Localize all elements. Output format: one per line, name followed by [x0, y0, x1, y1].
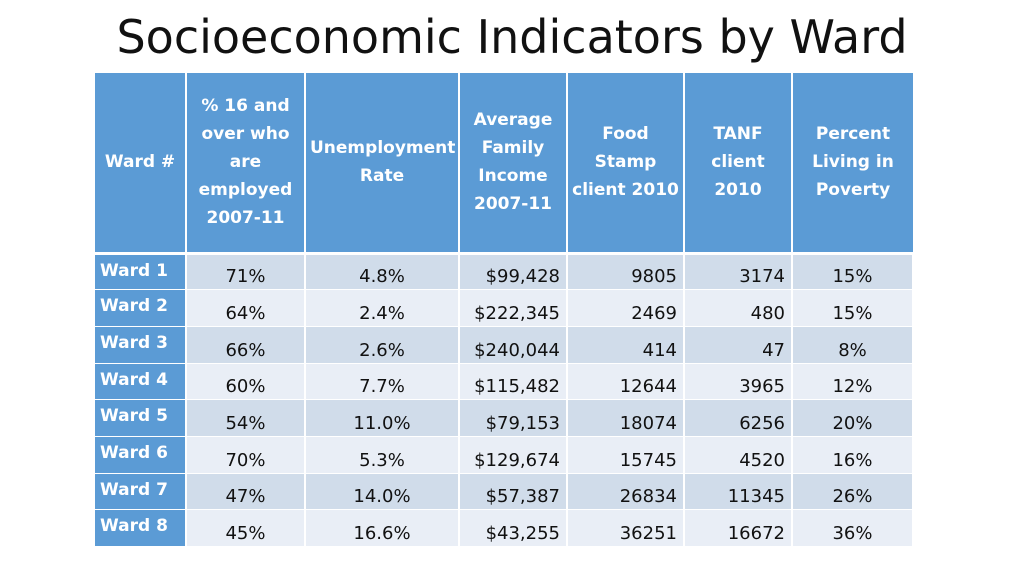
income-cell: $79,153: [459, 399, 568, 437]
employed-cell: 70%: [186, 436, 306, 474]
food-stamp-cell: 414: [567, 326, 685, 364]
ward-label: Ward 3: [95, 326, 187, 364]
poverty-cell: 20%: [792, 399, 914, 437]
table-row: Ward 7 47% 14.0% $57,387 26834 11345 26%: [95, 473, 914, 511]
ward-label: Ward 4: [95, 363, 187, 401]
header-unemployment-rate: Unemployment Rate: [305, 73, 460, 255]
food-stamp-cell: 26834: [567, 473, 685, 511]
food-stamp-cell: 2469: [567, 289, 685, 327]
poverty-cell: 15%: [792, 289, 914, 327]
ward-label: Ward 8: [95, 509, 187, 547]
unemployment-cell: 11.0%: [305, 399, 460, 437]
header-ward: Ward #: [95, 73, 187, 255]
ward-label: Ward 6: [95, 436, 187, 474]
employed-cell: 54%: [186, 399, 306, 437]
income-cell: $99,428: [459, 253, 568, 291]
table-header-row: Ward # % 16 and over who are employed 20…: [95, 73, 913, 255]
ward-label: Ward 7: [95, 473, 187, 511]
table-row: Ward 1 71% 4.8% $99,428 9805 3174 15%: [95, 253, 914, 291]
unemployment-cell: 14.0%: [305, 473, 460, 511]
income-cell: $115,482: [459, 363, 568, 401]
table-row: Ward 4 60% 7.7% $115,482 12644 3965 12%: [95, 363, 914, 401]
tanf-cell: 11345: [684, 473, 793, 511]
unemployment-cell: 4.8%: [305, 253, 460, 291]
tanf-cell: 47: [684, 326, 793, 364]
employed-cell: 47%: [186, 473, 306, 511]
food-stamp-cell: 12644: [567, 363, 685, 401]
income-cell: $43,255: [459, 509, 568, 547]
food-stamp-cell: 36251: [567, 509, 685, 547]
income-cell: $57,387: [459, 473, 568, 511]
tanf-cell: 480: [684, 289, 793, 327]
header-tanf: TANF client 2010: [684, 73, 793, 255]
employed-cell: 60%: [186, 363, 306, 401]
tanf-cell: 6256: [684, 399, 793, 437]
unemployment-cell: 2.4%: [305, 289, 460, 327]
header-employed: % 16 and over who are employed 2007-11: [186, 73, 306, 255]
unemployment-cell: 5.3%: [305, 436, 460, 474]
poverty-cell: 8%: [792, 326, 914, 364]
unemployment-cell: 7.7%: [305, 363, 460, 401]
ward-label: Ward 2: [95, 289, 187, 327]
table-row: Ward 2 64% 2.4% $222,345 2469 480 15%: [95, 289, 914, 327]
poverty-cell: 26%: [792, 473, 914, 511]
employed-cell: 66%: [186, 326, 306, 364]
header-food-stamp: Food Stamp client 2010: [567, 73, 685, 255]
page-title: Socioeconomic Indicators by Ward: [116, 10, 908, 64]
employed-cell: 64%: [186, 289, 306, 327]
food-stamp-cell: 18074: [567, 399, 685, 437]
employed-cell: 71%: [186, 253, 306, 291]
poverty-cell: 12%: [792, 363, 914, 401]
header-poverty: Percent Living in Poverty: [792, 73, 913, 255]
header-average-family-income: Average Family Income 2007-11: [459, 73, 568, 255]
poverty-cell: 15%: [792, 253, 914, 291]
income-cell: $222,345: [459, 289, 568, 327]
table-row: Ward 6 70% 5.3% $129,674 15745 4520 16%: [95, 436, 914, 474]
income-cell: $129,674: [459, 436, 568, 474]
unemployment-cell: 2.6%: [305, 326, 460, 364]
employed-cell: 45%: [186, 509, 306, 547]
tanf-cell: 3965: [684, 363, 793, 401]
tanf-cell: 16672: [684, 509, 793, 547]
income-cell: $240,044: [459, 326, 568, 364]
indicators-table: Ward # % 16 and over who are employed 20…: [95, 73, 914, 547]
food-stamp-cell: 15745: [567, 436, 685, 474]
tanf-cell: 3174: [684, 253, 793, 291]
unemployment-cell: 16.6%: [305, 509, 460, 547]
food-stamp-cell: 9805: [567, 253, 685, 291]
table-row: Ward 8 45% 16.6% $43,255 36251 16672 36%: [95, 509, 914, 547]
poverty-cell: 36%: [792, 509, 914, 547]
poverty-cell: 16%: [792, 436, 914, 474]
tanf-cell: 4520: [684, 436, 793, 474]
table-row: Ward 5 54% 11.0% $79,153 18074 6256 20%: [95, 399, 914, 437]
ward-label: Ward 1: [95, 253, 187, 291]
ward-label: Ward 5: [95, 399, 187, 437]
table-row: Ward 3 66% 2.6% $240,044 414 47 8%: [95, 326, 914, 364]
